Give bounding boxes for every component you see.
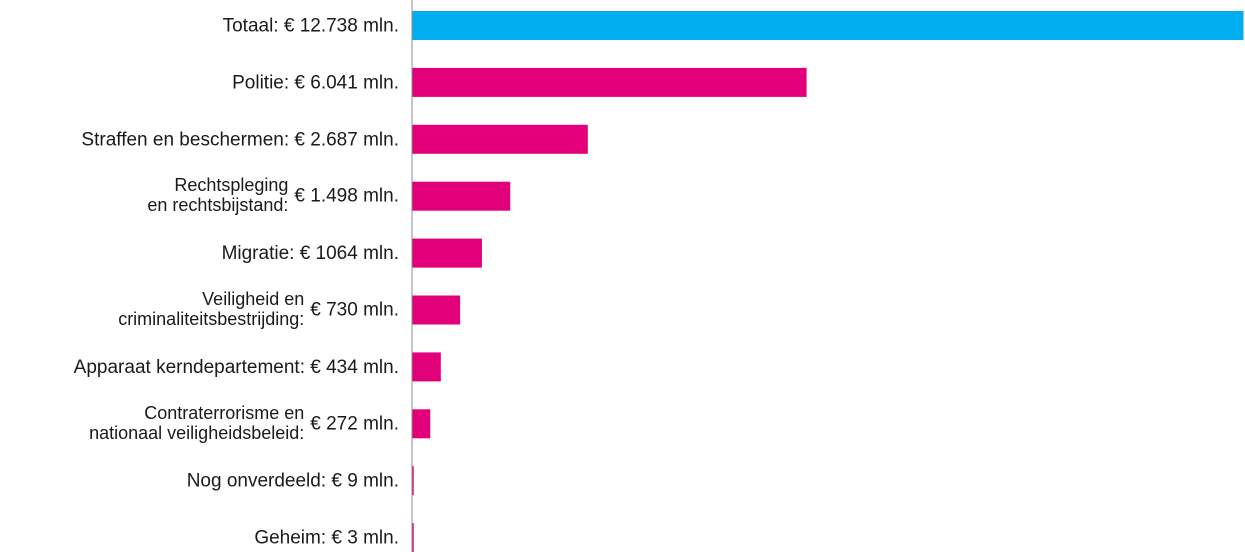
category-label: Migratie: € 1064 mln. <box>222 243 399 264</box>
bar-total <box>412 11 1244 40</box>
category-label-line-1: Veiligheid en <box>202 289 304 309</box>
value-label: € 434 mln. <box>310 356 399 377</box>
category-label-line-1: Contraterrorisme en <box>144 403 304 423</box>
category-label-line-1: Rechtspleging <box>174 175 288 195</box>
category-label: Nog onverdeeld: € 9 mln. <box>187 470 399 491</box>
category-label: Politie: € 6.041 mln. <box>232 72 399 93</box>
bar-1 <box>412 67 807 97</box>
category-name: Geheim: <box>254 527 331 548</box>
category-label: Totaal: € 12.738 mln. <box>223 15 399 36</box>
bar-8 <box>412 466 414 496</box>
bar-9 <box>412 523 414 552</box>
category-label-line-2: en rechtsbijstand: <box>147 195 288 215</box>
value-label: € 12.738 mln. <box>284 15 399 36</box>
category-name: Politie: <box>232 72 294 93</box>
bar-3 <box>412 181 511 211</box>
category-label-line-2: nationaal veiligheidsbeleid: <box>89 423 304 443</box>
labels-group: Totaal: € 12.738 mln. Politie: € 6.041 ml… <box>74 15 399 548</box>
value-label: € 272 mln. <box>310 413 399 434</box>
value-label: € 730 mln. <box>310 300 399 321</box>
category-name: Nog onverdeeld: <box>187 470 332 491</box>
bar-6 <box>412 352 441 382</box>
bar-5 <box>412 295 461 325</box>
value-label: € 6.041 mln. <box>294 72 399 93</box>
value-label: € 9 mln. <box>331 470 399 491</box>
category-name: Apparaat kerndepartement: <box>74 356 311 377</box>
bar-2 <box>412 124 588 154</box>
bars-group <box>412 11 1244 552</box>
category-label: Geheim: € 3 mln. <box>254 527 399 548</box>
category-name: Straffen en beschermen: <box>81 129 294 150</box>
category-name: Totaal: <box>223 15 284 36</box>
category-label: Straffen en beschermen: € 2.687 mln. <box>81 129 399 150</box>
value-label: € 1.498 mln. <box>294 186 399 207</box>
bar-4 <box>412 238 482 268</box>
category-label: Apparaat kerndepartement: € 434 mln. <box>74 356 399 377</box>
value-label: € 3 mln. <box>331 527 399 548</box>
value-label: € 2.687 mln. <box>294 129 399 150</box>
category-label-line-2: criminaliteitsbestrijding: <box>118 309 304 329</box>
bar-7 <box>412 409 431 439</box>
value-label: € 1064 mln. <box>300 243 399 264</box>
category-name: Migratie: <box>222 243 300 264</box>
